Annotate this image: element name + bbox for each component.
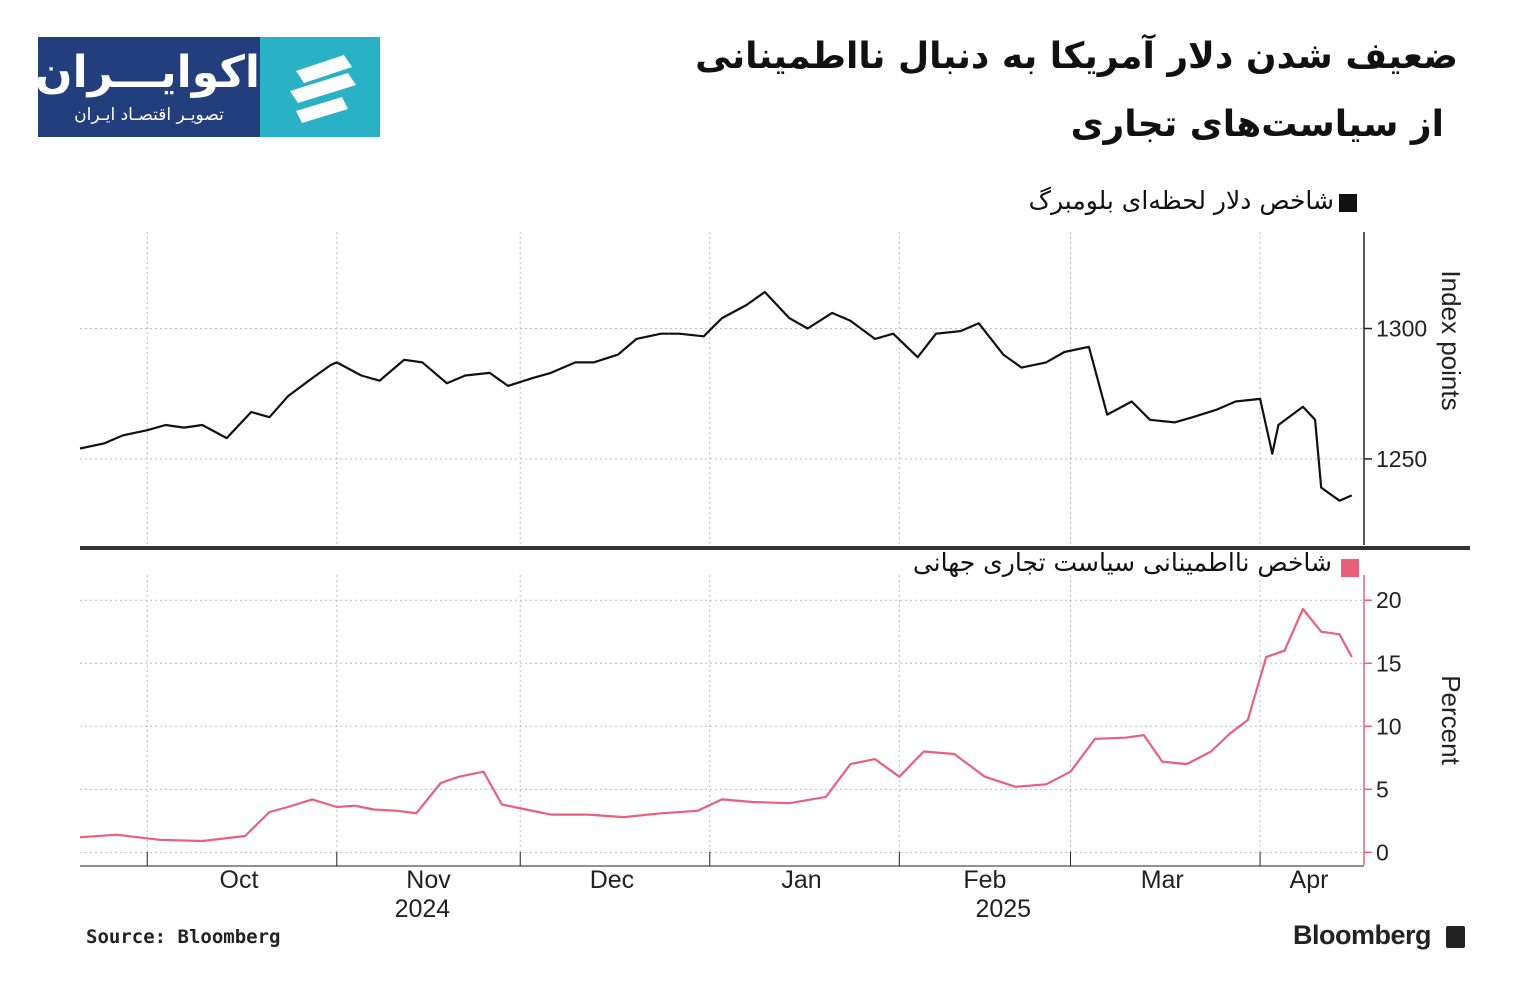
y-tick-label: 5	[1376, 776, 1389, 802]
chart-title-line-1: ضعیف شدن دلار آمریکا به دنبال نااطمینانی	[695, 36, 1458, 77]
logo-emblem-icon	[260, 37, 380, 137]
bloomberg-mark-icon	[1446, 926, 1465, 948]
dxy-legend-swatch	[1339, 194, 1357, 212]
tpu-legend-swatch	[1341, 559, 1359, 577]
y-tick-label: 20	[1376, 587, 1402, 613]
logo-name: اکوایـــران	[38, 47, 260, 98]
y-axis-title: Index points	[1436, 270, 1466, 410]
grid-lines	[80, 232, 1364, 865]
axes	[80, 232, 1470, 867]
x-year-label: 2025	[975, 895, 1031, 923]
logo-tagline: تصویـر اقتصـاد ایـران	[74, 105, 224, 125]
y-tick-label: 0	[1376, 839, 1389, 865]
ecoiran-logo: اکوایـــران تصویـر اقتصـاد ایـران	[38, 37, 380, 137]
x-tick-label: Oct	[220, 866, 259, 894]
x-tick-label: Dec	[590, 866, 634, 894]
x-tick-label: Apr	[1290, 866, 1329, 894]
x-tick-label: Mar	[1141, 866, 1184, 894]
axis-labels: 1250 1300 Index points 0 5 10 15 20 Percent Oct No…	[220, 270, 1466, 923]
x-year-label: 2024	[395, 895, 451, 923]
tpu-series-line	[79, 607, 1353, 843]
x-tick-label: Nov	[406, 866, 451, 894]
x-tick-label: Jan	[781, 866, 821, 894]
x-tick-label: Feb	[963, 866, 1006, 894]
bloomberg-wordmark: Bloomberg	[1293, 920, 1432, 950]
series-lines	[79, 290, 1353, 843]
y-tick-label: 1250	[1376, 446, 1427, 472]
dxy-series-line	[79, 290, 1353, 502]
source-note: Source: Bloomberg	[86, 926, 281, 948]
dxy-legend-label: شاخص دلار لحظه‌ای بلومبرگ	[1028, 186, 1334, 215]
y-tick-label: 1300	[1376, 316, 1427, 342]
y-axis-title: Percent	[1436, 675, 1466, 765]
y-tick-label: 10	[1376, 713, 1402, 739]
tpu-legend-label: شاخص نااطمینانی سیاست تجاری جهانی	[912, 548, 1332, 577]
y-tick-label: 15	[1376, 650, 1402, 676]
chart-title-line-2: از سیاست‌های تجاری	[1070, 104, 1444, 145]
